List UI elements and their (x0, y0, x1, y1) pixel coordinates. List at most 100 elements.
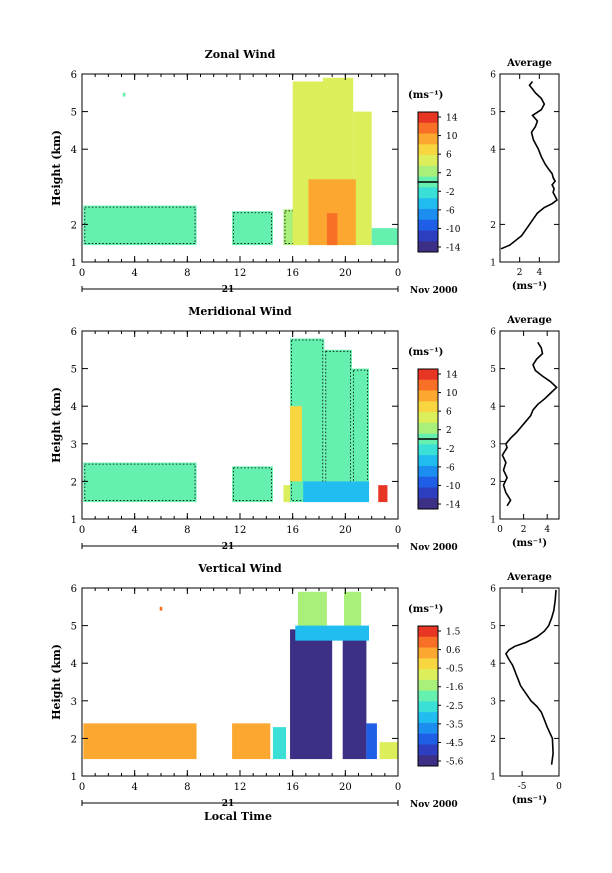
colorbar-swatch (418, 401, 438, 413)
zero-contour (233, 467, 272, 501)
colorbar-swatch (418, 187, 438, 199)
data-cell (272, 727, 287, 760)
month-year-label: Nov 2000 (410, 286, 458, 296)
colorbar-label: -0.5 (446, 665, 464, 675)
average-frame (499, 330, 560, 520)
colorbar-swatch (418, 636, 438, 649)
data-cell (159, 606, 163, 611)
colorbar-swatch (418, 144, 438, 156)
data-cell (342, 636, 367, 760)
colorbar-label: 14 (446, 371, 458, 381)
y-tick-label: 6 (71, 70, 77, 81)
data-cell (290, 629, 333, 760)
y-axis-label: Height (km) (50, 644, 63, 720)
data-cell (326, 213, 338, 246)
x-tick-label: 20 (339, 268, 352, 279)
average-y-tick-label: 3 (490, 697, 496, 707)
y-axis-label: Height (km) (50, 130, 63, 206)
data-cell (290, 406, 302, 482)
colorbar-swatch (418, 198, 438, 210)
colorbar-swatch (418, 155, 438, 167)
colorbar-label: -6 (446, 206, 455, 216)
colorbar-swatch (418, 165, 438, 178)
colorbar-swatch (418, 498, 438, 510)
average-title: Average (506, 315, 552, 326)
data-cell (232, 211, 273, 246)
colorbar-label: 2 (446, 169, 452, 179)
colorbar-label: -2 (446, 188, 455, 198)
average-title: Average (506, 58, 552, 69)
y-tick-label: 2 (71, 220, 77, 231)
y-tick-label: 5 (71, 365, 77, 376)
shared-x-axis-label: Local Time (204, 810, 272, 823)
x-tick-label: 8 (184, 268, 190, 279)
data-cell (379, 742, 398, 760)
colorbar-swatch (418, 219, 438, 231)
x-tick-label: 12 (234, 268, 247, 279)
colorbar-swatch (418, 112, 438, 124)
x-tick-label: 20 (339, 782, 352, 793)
y-tick-label: 6 (71, 327, 77, 338)
colorbar-swatch (418, 133, 438, 145)
colorbar-swatch (418, 690, 438, 702)
average-y-tick-label: 1 (490, 516, 496, 526)
colorbar-label: -14 (446, 244, 461, 254)
colorbar-label: 1.5 (446, 628, 461, 638)
chart-title: Meridional Wind (188, 305, 292, 318)
average-y-tick-label: 5 (490, 622, 496, 632)
data-cell (295, 625, 370, 641)
colorbar-swatch (418, 379, 438, 392)
colorbar-label: 10 (446, 132, 458, 142)
x-tick-label: 0 (79, 268, 85, 279)
x-tick-label: 8 (184, 525, 190, 536)
data-cell (351, 368, 370, 503)
x-tick-label: 4 (131, 782, 137, 793)
average-x-tick-label: 4 (544, 525, 550, 535)
y-tick-label: 5 (71, 622, 77, 633)
y-tick-label: 4 (71, 659, 77, 670)
average-x-tick-label: 0 (497, 525, 503, 535)
colorbar-swatch (418, 122, 438, 135)
x-tick-label: 8 (184, 782, 190, 793)
zero-contour (233, 212, 272, 244)
data-cell (324, 349, 352, 503)
data-cell (122, 92, 126, 97)
colorbar-swatch (418, 722, 438, 735)
average-x-tick-label: 0 (556, 782, 562, 792)
data-cell (83, 205, 197, 246)
data-cell (283, 485, 293, 503)
data-cell (297, 591, 327, 630)
x-tick-label: 0 (79, 525, 85, 536)
average-y-tick-label: 6 (490, 585, 496, 595)
data-cell (353, 111, 372, 246)
average-profile-line (504, 589, 557, 765)
month-year-label: Nov 2000 (410, 543, 458, 553)
day-label: 21 (222, 799, 235, 809)
data-cell (378, 485, 388, 503)
y-tick-label: 1 (71, 258, 77, 269)
month-year-label: Nov 2000 (410, 800, 458, 810)
colorbar-label: -2.5 (446, 702, 464, 712)
colorbar-swatch (418, 444, 438, 456)
average-profile-line (500, 81, 559, 250)
average-y-tick-label: 1 (490, 773, 496, 783)
data-cell (366, 723, 377, 760)
y-tick-label: 2 (71, 734, 77, 745)
average-x-tick-label: -5 (518, 782, 527, 792)
y-tick-label: 2 (71, 477, 77, 488)
colorbar-label: -6 (446, 463, 455, 473)
colorbar-swatch (418, 412, 438, 424)
data-cell (371, 228, 398, 246)
colorbar-swatch (418, 679, 438, 692)
y-tick-label: 3 (71, 440, 77, 451)
colorbar-unit: (ms⁻¹) (408, 604, 443, 615)
average-frame (499, 73, 560, 263)
average-y-tick-label: 4 (490, 146, 496, 156)
colorbar-label: -5.6 (446, 758, 464, 768)
colorbar-swatch (418, 744, 438, 756)
x-tick-label: 16 (286, 525, 299, 536)
colorbar-swatch (418, 476, 438, 488)
